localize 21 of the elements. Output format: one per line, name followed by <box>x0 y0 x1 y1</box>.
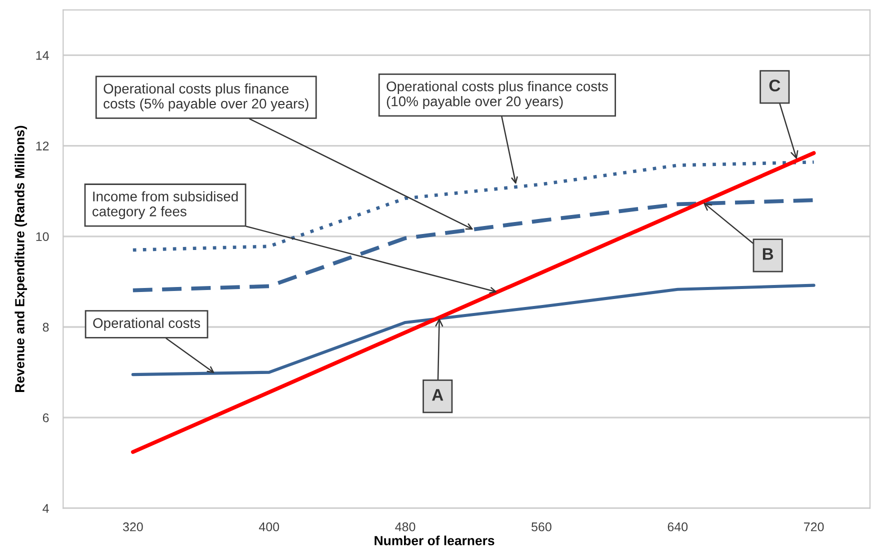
y-axis-title: Revenue and Expenditure (Rands Millions) <box>14 126 28 392</box>
y-tick-label: 8 <box>42 322 49 332</box>
y-tick-label: 4 <box>42 504 49 513</box>
x-tick-label: 640 <box>668 522 688 532</box>
annotation: Operational costs plus finance costs (10% payable over 20 years) <box>386 81 608 110</box>
y-tick-label: 6 <box>42 413 49 422</box>
x-tick-label: 320 <box>122 522 143 532</box>
x-axis-title: Number of learners <box>374 536 494 546</box>
y-tick-label: 12 <box>36 142 49 150</box>
annotation: Operational costs <box>93 318 200 331</box>
x-tick-label: 480 <box>395 522 416 532</box>
annotation: Operational costs plus finance costs (5% payable over 20 years) <box>104 83 308 112</box>
x-tick-label: 720 <box>804 522 824 532</box>
y-tick-label: 14 <box>36 51 49 60</box>
annotation: Income from subsidised category 2 fees <box>92 191 238 220</box>
annotation: C <box>769 80 780 92</box>
x-tick-label: 560 <box>532 522 552 532</box>
annotation: A <box>432 389 444 401</box>
x-tick-label: 400 <box>258 522 280 532</box>
y-tick-label: 10 <box>36 232 49 242</box>
annotation: B <box>762 248 774 260</box>
